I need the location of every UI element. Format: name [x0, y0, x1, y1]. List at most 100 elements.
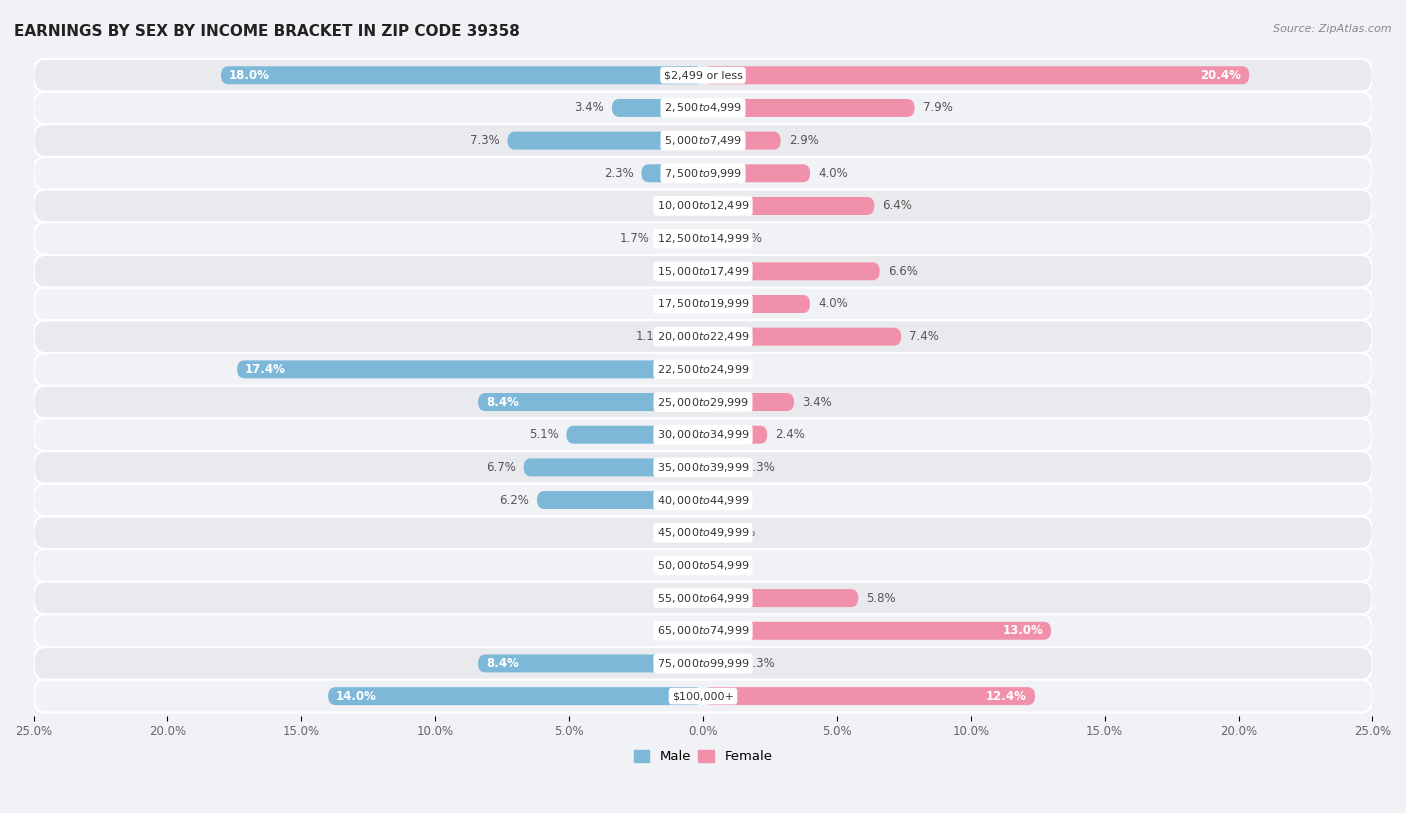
Text: 1.3%: 1.3% — [745, 657, 776, 670]
FancyBboxPatch shape — [703, 426, 768, 444]
Text: 1.7%: 1.7% — [620, 233, 650, 246]
FancyBboxPatch shape — [34, 255, 1372, 288]
Text: 1.1%: 1.1% — [636, 330, 665, 343]
Text: 13.0%: 13.0% — [1002, 624, 1043, 637]
FancyBboxPatch shape — [703, 132, 780, 150]
FancyBboxPatch shape — [34, 680, 1372, 712]
Text: EARNINGS BY SEX BY INCOME BRACKET IN ZIP CODE 39358: EARNINGS BY SEX BY INCOME BRACKET IN ZIP… — [14, 24, 520, 39]
Text: $45,000 to $49,999: $45,000 to $49,999 — [657, 526, 749, 539]
FancyBboxPatch shape — [34, 647, 1372, 680]
FancyBboxPatch shape — [703, 524, 710, 541]
FancyBboxPatch shape — [703, 393, 794, 411]
Text: 0.0%: 0.0% — [665, 199, 695, 212]
Text: 6.7%: 6.7% — [485, 461, 516, 474]
FancyBboxPatch shape — [703, 229, 717, 248]
Text: 0.26%: 0.26% — [718, 526, 755, 539]
Text: 0.0%: 0.0% — [665, 592, 695, 605]
FancyBboxPatch shape — [703, 459, 738, 476]
FancyBboxPatch shape — [703, 589, 858, 607]
Text: 0.0%: 0.0% — [665, 526, 695, 539]
FancyBboxPatch shape — [34, 516, 1372, 549]
Text: $15,000 to $17,499: $15,000 to $17,499 — [657, 265, 749, 278]
FancyBboxPatch shape — [703, 622, 1052, 640]
Text: 0.0%: 0.0% — [665, 559, 695, 572]
Text: $2,499 or less: $2,499 or less — [664, 70, 742, 80]
FancyBboxPatch shape — [34, 451, 1372, 484]
Text: 3.4%: 3.4% — [801, 396, 832, 408]
Text: $25,000 to $29,999: $25,000 to $29,999 — [657, 396, 749, 408]
FancyBboxPatch shape — [34, 549, 1372, 582]
Text: $7,500 to $9,999: $7,500 to $9,999 — [664, 167, 742, 180]
Text: 0.53%: 0.53% — [725, 233, 762, 246]
FancyBboxPatch shape — [703, 687, 1035, 705]
FancyBboxPatch shape — [658, 229, 703, 248]
FancyBboxPatch shape — [34, 59, 1372, 92]
Text: 18.0%: 18.0% — [229, 69, 270, 82]
Text: $12,500 to $14,999: $12,500 to $14,999 — [657, 233, 749, 246]
Text: 20.4%: 20.4% — [1201, 69, 1241, 82]
Text: 0.0%: 0.0% — [665, 298, 695, 311]
Text: 7.9%: 7.9% — [922, 102, 952, 115]
Text: $50,000 to $54,999: $50,000 to $54,999 — [657, 559, 749, 572]
FancyBboxPatch shape — [34, 222, 1372, 255]
Text: 4.0%: 4.0% — [818, 167, 848, 180]
FancyBboxPatch shape — [34, 157, 1372, 189]
Text: 5.8%: 5.8% — [866, 592, 896, 605]
Text: $22,500 to $24,999: $22,500 to $24,999 — [657, 363, 749, 376]
Text: $20,000 to $22,499: $20,000 to $22,499 — [657, 330, 749, 343]
Text: 0.0%: 0.0% — [711, 493, 741, 506]
Text: 0.0%: 0.0% — [711, 559, 741, 572]
Text: 7.3%: 7.3% — [470, 134, 499, 147]
Text: $17,500 to $19,999: $17,500 to $19,999 — [657, 298, 749, 311]
Text: 1.3%: 1.3% — [745, 461, 776, 474]
FancyBboxPatch shape — [34, 124, 1372, 157]
FancyBboxPatch shape — [612, 99, 703, 117]
FancyBboxPatch shape — [478, 393, 703, 411]
FancyBboxPatch shape — [34, 615, 1372, 647]
FancyBboxPatch shape — [673, 328, 703, 346]
Text: 6.2%: 6.2% — [499, 493, 529, 506]
FancyBboxPatch shape — [703, 328, 901, 346]
FancyBboxPatch shape — [703, 67, 1250, 85]
Text: 0.0%: 0.0% — [665, 624, 695, 637]
Text: Source: ZipAtlas.com: Source: ZipAtlas.com — [1274, 24, 1392, 34]
FancyBboxPatch shape — [523, 459, 703, 476]
Text: $55,000 to $64,999: $55,000 to $64,999 — [657, 592, 749, 605]
Text: 0.0%: 0.0% — [665, 265, 695, 278]
Text: 3.4%: 3.4% — [574, 102, 605, 115]
FancyBboxPatch shape — [537, 491, 703, 509]
FancyBboxPatch shape — [567, 426, 703, 444]
FancyBboxPatch shape — [238, 360, 703, 378]
Text: 2.3%: 2.3% — [603, 167, 633, 180]
Text: $40,000 to $44,999: $40,000 to $44,999 — [657, 493, 749, 506]
Text: $30,000 to $34,999: $30,000 to $34,999 — [657, 428, 749, 441]
Text: 0.0%: 0.0% — [711, 363, 741, 376]
Text: 17.4%: 17.4% — [245, 363, 285, 376]
FancyBboxPatch shape — [703, 197, 875, 215]
FancyBboxPatch shape — [328, 687, 703, 705]
FancyBboxPatch shape — [34, 419, 1372, 451]
Text: $100,000+: $100,000+ — [672, 691, 734, 701]
FancyBboxPatch shape — [641, 164, 703, 182]
FancyBboxPatch shape — [478, 654, 703, 672]
Text: 6.4%: 6.4% — [883, 199, 912, 212]
Text: 8.4%: 8.4% — [486, 396, 519, 408]
Text: $35,000 to $39,999: $35,000 to $39,999 — [657, 461, 749, 474]
FancyBboxPatch shape — [34, 385, 1372, 419]
FancyBboxPatch shape — [34, 288, 1372, 320]
FancyBboxPatch shape — [34, 353, 1372, 385]
FancyBboxPatch shape — [34, 484, 1372, 516]
FancyBboxPatch shape — [703, 263, 880, 280]
Text: 6.6%: 6.6% — [887, 265, 918, 278]
Text: $5,000 to $7,499: $5,000 to $7,499 — [664, 134, 742, 147]
FancyBboxPatch shape — [703, 164, 810, 182]
Legend: Male, Female: Male, Female — [628, 745, 778, 768]
FancyBboxPatch shape — [34, 92, 1372, 124]
FancyBboxPatch shape — [703, 654, 738, 672]
Text: $10,000 to $12,499: $10,000 to $12,499 — [657, 199, 749, 212]
Text: 14.0%: 14.0% — [336, 689, 377, 702]
Text: 7.4%: 7.4% — [910, 330, 939, 343]
FancyBboxPatch shape — [508, 132, 703, 150]
Text: 2.4%: 2.4% — [775, 428, 806, 441]
Text: $2,500 to $4,999: $2,500 to $4,999 — [664, 102, 742, 115]
